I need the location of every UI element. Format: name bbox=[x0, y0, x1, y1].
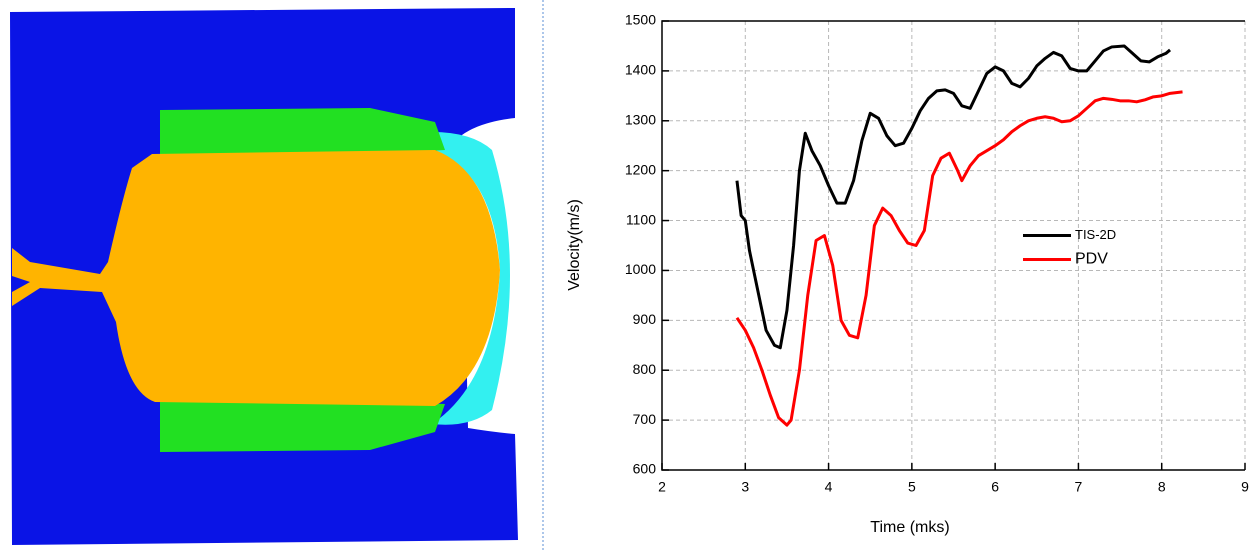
x-tick-label: 6 bbox=[991, 479, 999, 495]
y-tick-label: 900 bbox=[633, 311, 657, 327]
legend-label: PDV bbox=[1075, 251, 1108, 268]
x-tick-label: 3 bbox=[741, 479, 749, 495]
y-tick-label: 1300 bbox=[625, 111, 656, 127]
x-tick-label: 7 bbox=[1075, 479, 1083, 495]
data-line bbox=[737, 46, 1170, 348]
x-tick-label: 2 bbox=[658, 479, 666, 495]
chart: Time (mks) Velocity(m/s) 600 700 800 900 100… bbox=[545, 0, 1255, 551]
y-tick-label: 1100 bbox=[626, 211, 656, 227]
x-tick-label: 5 bbox=[908, 479, 916, 495]
y-tick-label: 600 bbox=[633, 461, 657, 477]
y-tick-label: 1500 bbox=[625, 12, 656, 28]
x-tick-label: 8 bbox=[1158, 479, 1166, 495]
x-tick-label: 9 bbox=[1241, 479, 1249, 495]
x-tick-label: 4 bbox=[825, 479, 833, 495]
page: {"chart_data": {"type": "line", "xlabel"… bbox=[0, 0, 1255, 551]
y-tick-label: 1000 bbox=[625, 261, 656, 277]
x-axis-label: Time (mks) bbox=[870, 519, 949, 536]
simulation-image bbox=[0, 0, 545, 551]
y-tick-label: 700 bbox=[633, 411, 657, 427]
y-tick-label: 800 bbox=[633, 361, 657, 377]
y-tick-label: 1400 bbox=[625, 62, 656, 78]
legend-label: TIS-2D bbox=[1075, 227, 1116, 242]
y-axis-label: Velocity(m/s) bbox=[566, 199, 583, 291]
y-tick-label: 1200 bbox=[625, 161, 656, 177]
